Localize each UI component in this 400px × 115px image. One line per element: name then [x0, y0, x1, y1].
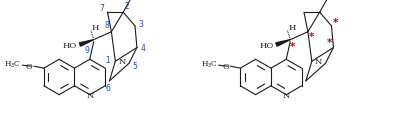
Text: 5: 5 — [132, 61, 138, 70]
Text: 1: 1 — [105, 55, 110, 64]
Text: 8: 8 — [104, 21, 109, 30]
Text: O: O — [26, 63, 32, 71]
Text: 4: 4 — [140, 44, 145, 53]
Text: H$_3$C: H$_3$C — [201, 59, 218, 69]
Text: N: N — [118, 58, 126, 66]
Text: H$_3$C: H$_3$C — [4, 59, 21, 69]
Text: 2: 2 — [125, 2, 130, 11]
Text: 9: 9 — [84, 46, 89, 55]
Text: HO: HO — [259, 41, 274, 49]
Text: 7: 7 — [99, 4, 104, 13]
Polygon shape — [276, 40, 290, 47]
Text: O: O — [222, 63, 229, 71]
Text: HO: HO — [63, 41, 77, 49]
Text: H: H — [288, 24, 296, 32]
Text: N: N — [282, 91, 290, 99]
Polygon shape — [79, 40, 94, 47]
Text: 3: 3 — [138, 20, 143, 29]
Text: *: * — [333, 18, 338, 28]
Text: N: N — [86, 91, 94, 99]
Text: *: * — [290, 41, 295, 51]
Text: 6: 6 — [105, 84, 110, 92]
Text: *: * — [309, 31, 314, 41]
Text: N: N — [315, 58, 322, 66]
Text: *: * — [327, 37, 332, 47]
Text: H: H — [92, 24, 99, 32]
